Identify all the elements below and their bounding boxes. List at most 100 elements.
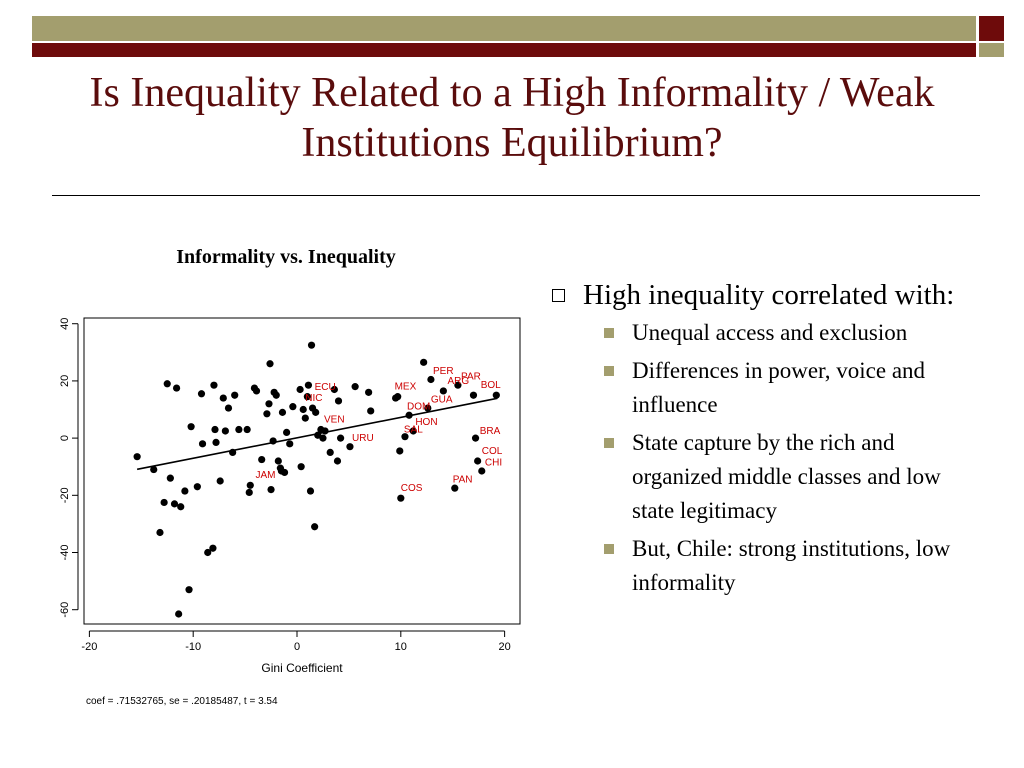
data-point xyxy=(283,428,291,436)
sub-bullet-text: But, Chile: strong institutions, low inf… xyxy=(632,536,951,595)
data-point xyxy=(150,465,158,474)
data-point xyxy=(424,404,432,412)
y-tick-label: 40 xyxy=(59,318,71,330)
data-point xyxy=(420,358,428,366)
country-label: COS xyxy=(401,483,423,494)
data-point xyxy=(212,438,220,447)
data-point xyxy=(278,408,287,416)
country-label: CHI xyxy=(485,457,502,468)
data-point xyxy=(185,586,193,594)
data-point xyxy=(265,400,273,408)
data-point xyxy=(299,405,307,414)
sub-bullet: Differences in power, voice and influenc… xyxy=(604,354,988,422)
slide-title: Is Inequality Related to a High Informal… xyxy=(89,70,935,166)
data-point xyxy=(303,393,311,401)
data-point xyxy=(235,425,243,434)
y-tick-label: 0 xyxy=(59,435,71,441)
data-point xyxy=(394,393,402,401)
data-point xyxy=(454,381,462,389)
x-tick-label: -10 xyxy=(185,641,201,653)
data-point xyxy=(351,383,359,391)
data-point xyxy=(163,380,171,388)
country-label: DOM xyxy=(407,402,430,413)
data-point xyxy=(274,457,282,465)
country-label: BRA xyxy=(480,426,501,437)
data-point xyxy=(311,523,319,531)
data-point xyxy=(175,610,183,618)
data-point xyxy=(289,403,297,411)
sub-bullet-text: Unequal access and exclusion xyxy=(632,320,908,345)
data-point xyxy=(409,427,417,435)
data-point xyxy=(160,498,168,507)
data-point xyxy=(258,455,266,464)
filled-square-bullet-icon xyxy=(604,366,614,376)
data-point xyxy=(209,544,217,552)
y-tick-label: -60 xyxy=(59,602,71,618)
bullet-list: High inequality correlated with: Unequal… xyxy=(548,278,988,600)
x-tick-label: 10 xyxy=(395,641,407,653)
data-point xyxy=(321,427,329,435)
country-label: BOL xyxy=(481,380,501,391)
data-point xyxy=(326,448,334,457)
data-point xyxy=(478,467,486,475)
data-point xyxy=(346,443,354,451)
header-band-maroon xyxy=(32,43,976,57)
data-point xyxy=(211,425,219,434)
chart-title: Informality vs. Inequality xyxy=(176,246,396,268)
country-label: URU xyxy=(352,433,374,444)
title-divider xyxy=(52,195,980,196)
data-point xyxy=(263,410,271,418)
data-point xyxy=(451,484,459,492)
data-point xyxy=(427,375,435,384)
scatter-chart: -20 -10 0 10 20 Gini Coefficient 40 20 0 -20 -40 -6… xyxy=(59,317,521,675)
data-point xyxy=(224,404,233,412)
data-point xyxy=(405,411,413,419)
data-point xyxy=(280,468,289,477)
data-point xyxy=(337,434,345,442)
x-axis-label: Gini Coefficient xyxy=(261,661,343,675)
country-label: GUA xyxy=(431,394,453,405)
data-point xyxy=(221,427,229,435)
data-point xyxy=(181,487,189,495)
data-point xyxy=(229,448,237,457)
plot-frame xyxy=(83,317,521,625)
sub-bullet-text: State capture by the rich and organized … xyxy=(632,430,941,523)
data-point xyxy=(231,391,239,399)
data-point xyxy=(170,500,179,508)
x-tick-label: -20 xyxy=(81,641,97,653)
data-point xyxy=(401,433,409,441)
data-point xyxy=(210,381,218,389)
data-point xyxy=(156,528,164,537)
data-point xyxy=(367,407,375,415)
y-tick-label: -20 xyxy=(59,487,71,503)
regression-note: coef = .71532765, se = .20185487, t = 3.… xyxy=(86,696,278,707)
data-point xyxy=(266,360,274,368)
data-point xyxy=(267,485,275,494)
data-point xyxy=(193,483,201,491)
data-point xyxy=(439,387,447,395)
sub-bullet: State capture by the rich and organized … xyxy=(604,426,988,528)
data-point xyxy=(269,437,277,445)
data-point xyxy=(296,385,304,394)
square-bullet-icon xyxy=(552,289,565,302)
data-point xyxy=(245,488,253,497)
data-point xyxy=(216,477,224,485)
data-point xyxy=(286,440,294,448)
data-point xyxy=(166,474,174,482)
country-label: JAM xyxy=(255,470,275,481)
data-point xyxy=(197,390,206,398)
filled-square-bullet-icon xyxy=(604,438,614,448)
data-point xyxy=(133,453,141,461)
data-point xyxy=(301,414,309,422)
data-point xyxy=(319,434,327,442)
bullet-main-text: High inequality correlated with: xyxy=(583,279,955,311)
data-point xyxy=(474,457,482,465)
data-point xyxy=(187,423,195,431)
bullet-main: High inequality correlated with: xyxy=(548,278,988,312)
country-label: PER xyxy=(433,366,454,377)
data-point xyxy=(307,341,316,349)
data-point xyxy=(177,503,185,511)
filled-square-bullet-icon xyxy=(604,328,614,338)
country-label: SAL xyxy=(404,424,423,435)
data-point xyxy=(334,397,343,405)
